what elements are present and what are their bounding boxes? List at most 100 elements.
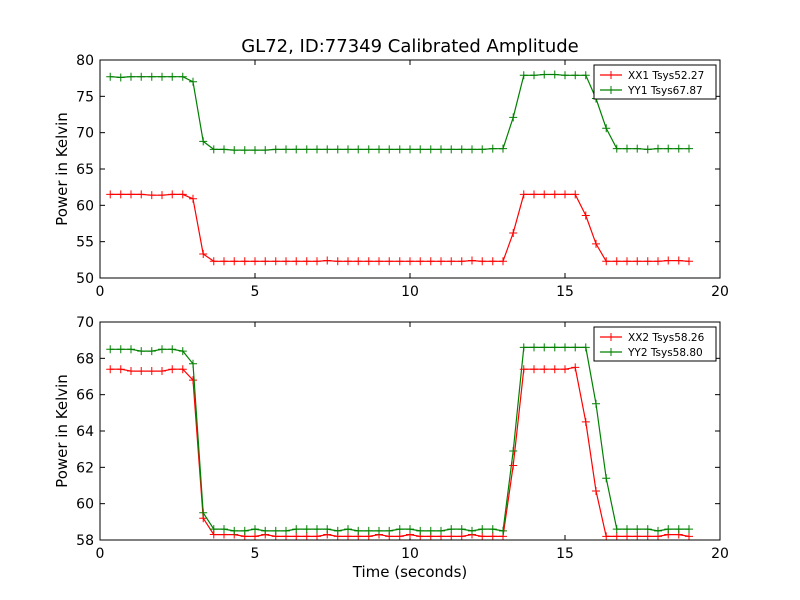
data-point-marker <box>623 532 631 541</box>
data-point-marker <box>199 137 208 146</box>
data-point-marker <box>499 144 507 153</box>
data-point-marker <box>240 257 249 266</box>
data-point-marker <box>178 72 187 81</box>
data-point-marker <box>261 526 270 535</box>
top-chart-panel: GL72, ID:77349 Calibrated Amplitude 0 5 10 1… <box>53 36 729 300</box>
data-point-marker <box>602 474 611 483</box>
data-point-marker <box>333 145 342 154</box>
data-point-marker <box>230 257 239 266</box>
data-point-marker <box>385 257 394 266</box>
data-point-marker <box>137 72 146 81</box>
legend-entry-label: YY2 Tsys58.80 <box>627 347 703 359</box>
data-point-marker <box>561 365 569 374</box>
y-tick-label: 65 <box>76 162 94 178</box>
data-point-marker <box>416 145 425 154</box>
data-point-marker <box>127 345 135 354</box>
data-point-marker <box>344 525 352 534</box>
data-point-marker <box>654 257 662 266</box>
data-point-marker <box>612 257 621 266</box>
data-point-marker <box>581 343 590 352</box>
data-point-marker <box>127 367 135 376</box>
y-tick-label: 62 <box>76 460 94 476</box>
data-point-marker <box>602 124 611 133</box>
y-tick-label: 64 <box>76 424 94 440</box>
data-point-marker <box>571 363 580 372</box>
data-point-marker <box>416 526 425 535</box>
data-point-marker <box>313 525 321 534</box>
data-point-marker <box>395 525 404 534</box>
data-point-marker <box>189 359 197 368</box>
data-point-marker <box>364 526 373 535</box>
data-point-marker <box>302 145 311 154</box>
data-point-marker <box>354 257 363 266</box>
data-point-marker <box>137 347 146 356</box>
data-point-marker <box>592 486 600 495</box>
data-point-marker <box>499 526 507 535</box>
data-point-marker <box>426 145 435 154</box>
data-point-marker <box>612 525 621 534</box>
data-point-marker <box>685 532 693 541</box>
data-point-marker <box>158 191 166 200</box>
data-point-marker <box>240 146 249 155</box>
data-point-marker <box>674 525 683 534</box>
data-point-marker <box>561 190 569 199</box>
data-point-marker <box>323 145 332 154</box>
axes-frame <box>99 59 721 279</box>
data-point-marker <box>344 532 352 541</box>
data-point-marker <box>447 532 456 541</box>
data-point-marker <box>509 113 518 122</box>
data-point-marker <box>478 532 487 541</box>
data-point-marker <box>530 71 538 80</box>
data-point-marker <box>437 257 445 266</box>
data-point-marker <box>633 532 642 541</box>
data-point-marker <box>395 257 404 266</box>
data-point-marker <box>240 526 249 535</box>
data-point-marker <box>261 257 270 266</box>
legend-marker <box>607 86 615 94</box>
data-point-marker <box>251 532 259 541</box>
data-point-marker <box>178 190 187 199</box>
data-point-marker <box>654 144 662 153</box>
data-point-marker <box>292 532 301 541</box>
data-point-marker <box>344 257 352 266</box>
data-point-marker <box>364 257 373 266</box>
data-point-marker <box>220 145 228 154</box>
data-point-marker <box>178 365 187 374</box>
data-point-marker <box>633 525 642 534</box>
data-point-marker <box>581 417 590 426</box>
data-point-marker <box>230 526 239 535</box>
data-point-marker <box>674 256 683 265</box>
data-point-marker <box>468 256 476 265</box>
legend-marker <box>607 348 615 356</box>
data-point-marker <box>540 190 549 199</box>
x-tick-label: 10 <box>401 546 419 562</box>
data-point-marker <box>127 72 135 81</box>
data-point-marker <box>302 525 311 534</box>
data-point-marker <box>685 257 693 266</box>
data-point-marker <box>530 365 538 374</box>
data-point-marker <box>178 347 187 356</box>
data-point-marker <box>292 257 301 266</box>
data-point-marker <box>561 343 569 352</box>
data-point-marker <box>251 257 259 266</box>
data-point-marker <box>592 239 600 248</box>
data-point-marker <box>478 145 487 154</box>
y-tick-label: 68 <box>76 351 94 367</box>
data-point-marker <box>550 190 559 199</box>
data-point-marker <box>147 72 156 81</box>
data-point-marker <box>643 532 652 541</box>
data-point-marker <box>189 376 197 385</box>
data-point-marker <box>302 532 311 541</box>
data-point-marker <box>220 525 228 534</box>
data-point-marker <box>426 526 435 535</box>
data-point-marker <box>385 526 394 535</box>
data-point-marker <box>147 367 156 376</box>
data-point-marker <box>333 526 342 535</box>
data-point-marker <box>209 145 218 154</box>
data-point-marker <box>416 257 425 266</box>
data-point-marker <box>488 257 497 266</box>
data-point-marker <box>488 525 497 534</box>
y-tick-label: 70 <box>76 126 94 142</box>
data-point-marker <box>612 532 621 541</box>
